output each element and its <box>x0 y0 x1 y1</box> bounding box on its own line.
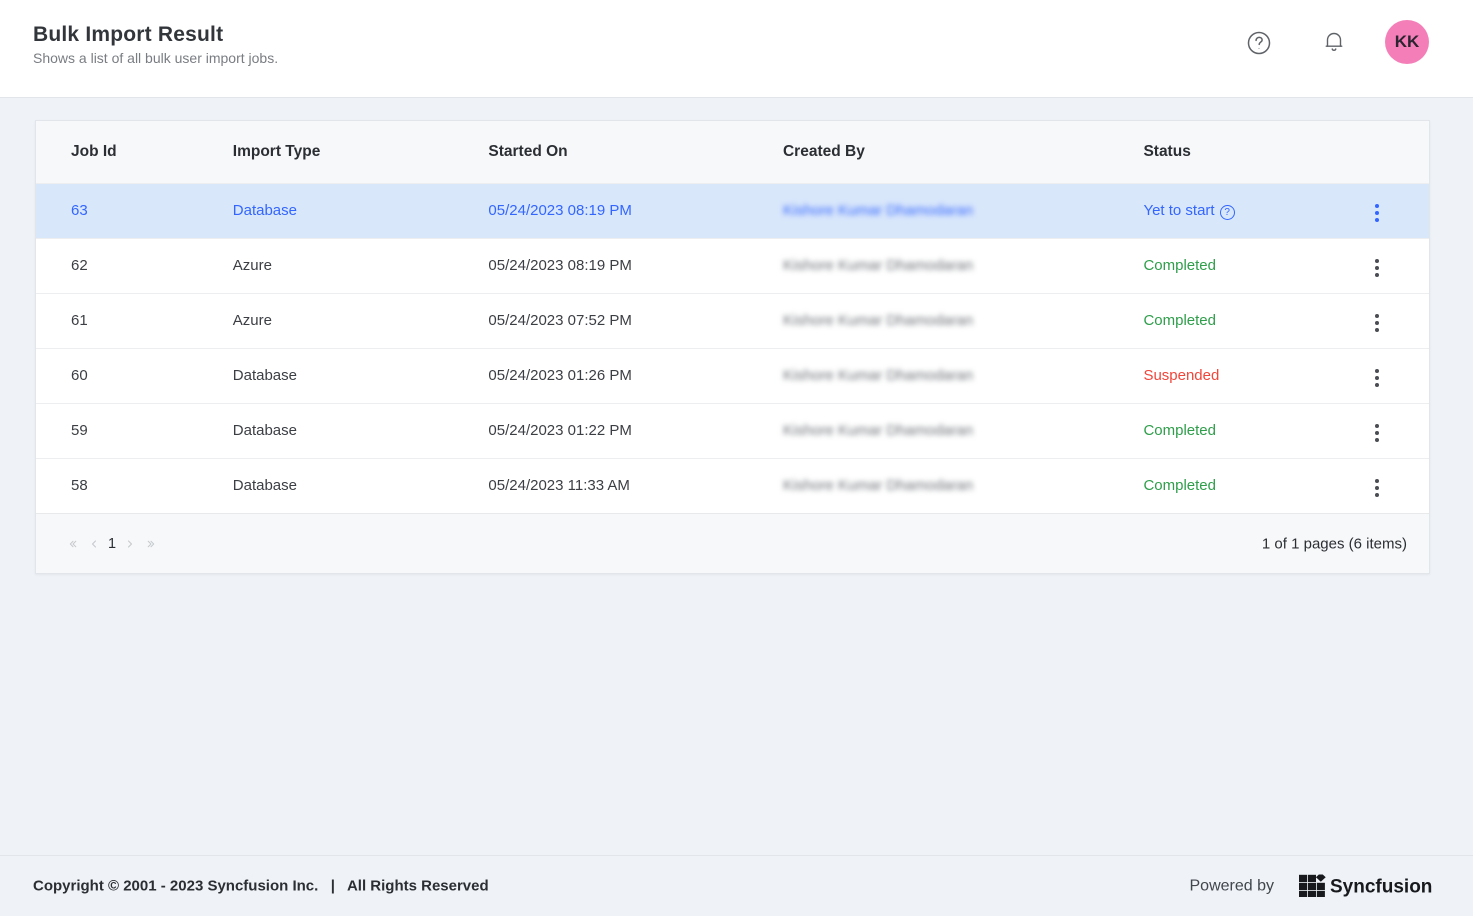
svg-text:Syncfusion: Syncfusion <box>1330 876 1432 897</box>
